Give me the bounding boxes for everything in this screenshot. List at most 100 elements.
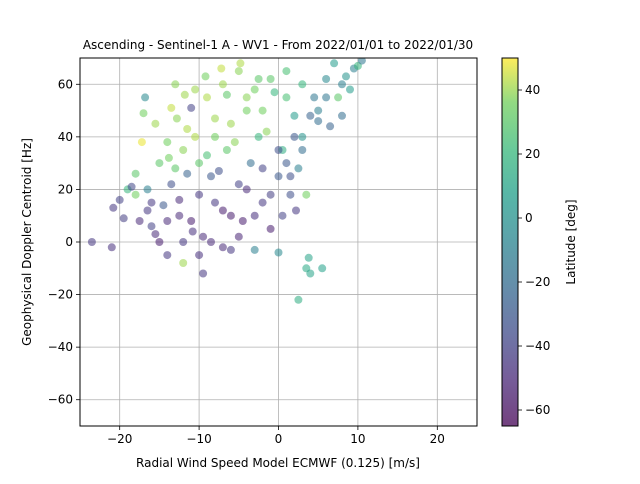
scatter-point [87,238,96,246]
scatter-point [167,180,176,189]
scatter-point [163,217,172,225]
scatter-point [175,211,184,220]
scatter-point [115,195,124,204]
scatter-point [183,125,192,133]
scatter-point [147,222,156,231]
scatter-point [143,185,152,194]
scatter-point [322,75,331,83]
y-axis-label: Geophysical Doppler Centroid [Hz] [20,138,34,346]
scatter-point [195,159,204,168]
scatter-point [179,146,188,154]
x-axis-ticks: −20 −10 0 10 20 [107,426,445,446]
colorbar-label: Latitude [deg] [564,199,578,284]
scatter-point [286,172,295,181]
scatter-point [131,169,140,178]
scatter-point [298,146,307,154]
scatter-point [172,114,181,123]
colorbar-tick-label: −60 [525,403,550,417]
scatter-point [222,90,231,99]
scatter-point [290,132,299,141]
scatter-point [151,230,160,239]
colorbar-tick-label: 40 [525,83,540,97]
x-tick-label: 20 [430,432,445,446]
scatter-point [270,88,279,97]
scatter-point [164,153,173,162]
scatter-point [258,164,267,173]
scatter-point [187,217,196,225]
scatter-point [230,138,239,147]
x-tick-label: −20 [107,432,132,446]
x-axis-label: Radial Wind Speed Model ECMWF (0.125) [m… [136,456,420,470]
scatter-point [234,67,243,76]
scatter-point [127,182,136,191]
scatter-point [314,106,323,115]
colorbar-tick-label: 20 [525,147,540,161]
scatter-point [302,190,311,199]
scatter-point [211,198,219,207]
scatter-point [201,72,210,81]
scatter-point [306,111,315,120]
scatter-point [318,264,327,273]
scatter-point [294,164,303,173]
scatter-point [242,185,251,194]
y-tick-label: 20 [58,182,73,196]
chart-title: Ascending - Sentinel-1 A - WV1 - From 20… [83,38,473,52]
scatter-point [290,111,299,120]
y-axis-ticks: −60 −40 −20 0 20 40 60 [48,77,80,407]
scatter-point [175,195,184,204]
x-tick-label: 10 [350,432,365,446]
scatter-point [179,259,188,267]
x-tick-label: 0 [275,432,283,446]
scatter-point [250,245,259,254]
scatter-point [199,269,208,278]
scatter-point [155,238,164,246]
scatter-point [346,85,354,94]
grid [80,58,477,426]
y-tick-label: 60 [58,77,73,91]
scatter-point [163,251,172,260]
y-tick-label: −40 [48,340,73,354]
scatter-point [322,93,331,102]
scatter-point [183,169,192,178]
scatter-point [298,80,307,89]
scatter-point [155,159,164,168]
colorbar: −60 −40 −20 0 20 40 Latitude [deg] [501,57,578,427]
y-tick-label: −60 [48,393,73,407]
colorbar-frame [501,57,519,427]
scatter-point [195,251,204,260]
x-tick-label: −10 [186,432,211,446]
scatter-point [180,90,189,99]
colorbar-tick-label: −40 [525,339,550,353]
scatter-point [266,190,275,199]
scatter-point [246,159,255,168]
scatter-point [218,243,227,252]
scatter-point [159,201,168,210]
scatter-point [314,117,323,126]
scatter-point [187,103,196,112]
scatter-point [342,72,350,81]
scatter-point [330,59,339,68]
scatter-point [207,172,215,181]
y-tick-label: 40 [58,130,73,144]
scatter-point [167,103,176,112]
scatter-point [151,119,160,128]
scatter-point [188,227,197,236]
y-tick-label: −20 [48,288,73,302]
scatter-point [306,269,315,278]
scatter-point [203,151,211,160]
scatter-point [199,232,208,241]
colorbar-gradient [502,58,518,426]
scatter-point [310,93,319,102]
scatter-point [262,127,271,136]
scatter-point [131,190,140,199]
scatter-point [109,203,118,212]
scatter-point [326,122,335,131]
scatter-point [254,132,263,141]
scatter-point [236,59,245,68]
scatter-point [137,138,146,147]
scatter-point [226,119,235,128]
scatter-point [254,75,263,83]
scatter-point [218,80,227,89]
scatter-point [222,146,231,154]
